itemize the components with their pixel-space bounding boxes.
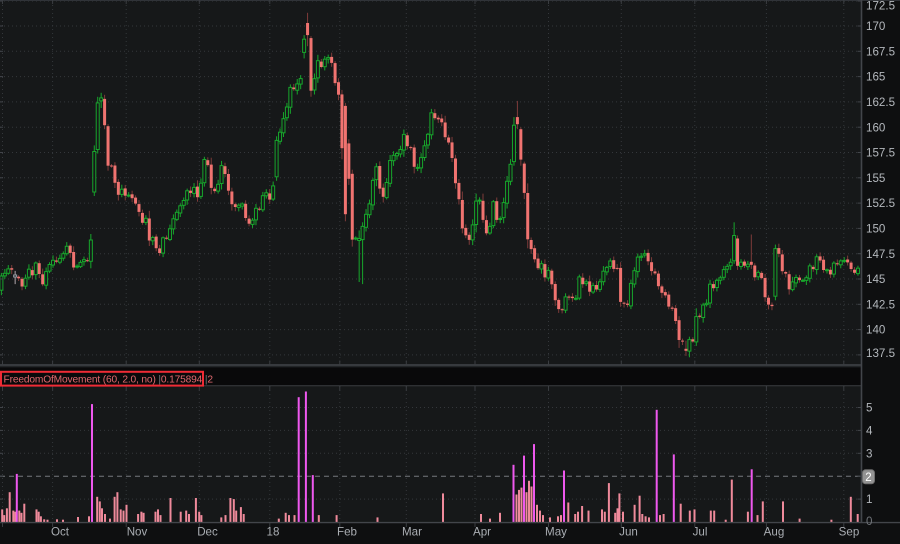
- svg-text:140: 140: [866, 324, 885, 337]
- svg-text:137.5: 137.5: [866, 347, 895, 360]
- svg-text:142.5: 142.5: [866, 298, 895, 311]
- svg-text:167.5: 167.5: [866, 45, 895, 58]
- svg-text:165: 165: [866, 71, 885, 84]
- svg-text:170: 170: [866, 20, 885, 33]
- svg-text:May: May: [545, 525, 567, 538]
- svg-text:160: 160: [866, 121, 885, 134]
- svg-text:1: 1: [866, 493, 872, 506]
- svg-text:Apr: Apr: [473, 525, 491, 538]
- svg-text:Sep: Sep: [839, 525, 860, 538]
- svg-text:5: 5: [866, 402, 872, 415]
- svg-text:2: 2: [865, 472, 871, 484]
- svg-text:150: 150: [866, 223, 885, 236]
- svg-text:157.5: 157.5: [866, 147, 895, 160]
- svg-text:145: 145: [866, 273, 885, 286]
- svg-text:Aug: Aug: [764, 525, 785, 538]
- svg-text:172.5: 172.5: [866, 0, 895, 13]
- svg-text:155: 155: [866, 172, 885, 185]
- svg-text:3: 3: [866, 447, 872, 460]
- svg-text:Oct: Oct: [51, 525, 70, 538]
- svg-text:Jun: Jun: [619, 525, 638, 538]
- svg-text:FreedomOfMovement (60, 2.0, no: FreedomOfMovement (60, 2.0, no) |0.17589…: [4, 374, 214, 385]
- svg-text:0: 0: [866, 515, 872, 528]
- svg-text:4: 4: [866, 425, 873, 438]
- svg-text:Feb: Feb: [337, 525, 357, 538]
- svg-text:162.5: 162.5: [866, 96, 895, 109]
- svg-text:Jul: Jul: [693, 525, 708, 538]
- svg-text:Mar: Mar: [402, 525, 422, 538]
- svg-text:18: 18: [267, 525, 280, 538]
- svg-text:Dec: Dec: [197, 525, 218, 538]
- svg-text:147.5: 147.5: [866, 248, 895, 261]
- svg-text:Nov: Nov: [127, 525, 148, 538]
- svg-text:152.5: 152.5: [866, 197, 895, 210]
